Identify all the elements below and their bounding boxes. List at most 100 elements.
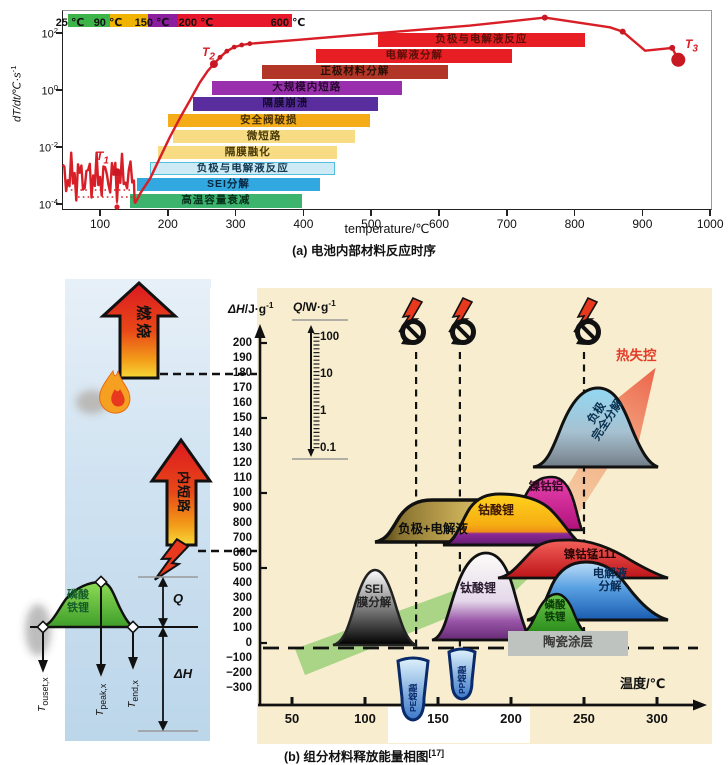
no-trigger-icon-135C bbox=[399, 298, 424, 345]
panel-b-caption: (b) 组分材料释放能量相图[17] bbox=[284, 747, 444, 764]
rate-curve-layer bbox=[61, 14, 686, 210]
lfp-peak-label: 磷酸 铁锂 bbox=[544, 599, 566, 624]
dh-tick-label-17: 300 bbox=[232, 591, 252, 604]
diamond-markers bbox=[36, 575, 140, 634]
dh-tick-label-9: 110 bbox=[233, 471, 252, 484]
pp-melt-label: PP熔融 bbox=[457, 665, 467, 694]
legend-temp-label-1: 90 ℃ bbox=[93, 17, 123, 29]
dh-tick-label-19: 100 bbox=[232, 621, 252, 634]
curve-dot bbox=[247, 41, 253, 47]
x-tick-label: 300 bbox=[225, 217, 246, 231]
no-trigger-icon-165C bbox=[449, 298, 474, 345]
dh-tick-label-16: 400 bbox=[232, 576, 252, 589]
y-tick-label: 102 bbox=[41, 26, 58, 41]
dh-tick-label-5: 150 bbox=[232, 411, 252, 424]
reaction-bar-10: 高温容量衰减 bbox=[129, 194, 303, 208]
panel-b-x-tick-label: 250 bbox=[573, 711, 595, 726]
anode-electrolyte-label: 负极+电解液 bbox=[398, 522, 468, 536]
panel-a-caption: (a) 电池内部材料反应时序 bbox=[292, 244, 436, 258]
panel-b-x-axis bbox=[258, 699, 707, 711]
legend-temp-label-0: 25 ℃ bbox=[55, 17, 85, 29]
q-double-arrow bbox=[158, 576, 168, 629]
lightning-bolt-icon bbox=[154, 537, 190, 581]
curve-dot bbox=[619, 28, 626, 35]
panel-b-x-tick-label: 100 bbox=[354, 711, 376, 726]
internal-short-arrow bbox=[149, 437, 213, 547]
dh-tick-label-11: 900 bbox=[232, 501, 252, 514]
x-tick-label: 100 bbox=[89, 217, 111, 231]
curve-dot bbox=[231, 44, 237, 50]
flame-icon-inner bbox=[111, 389, 125, 407]
electrolyte-decomposition-label: 电解液 分解 bbox=[592, 568, 628, 594]
x-tick-label: 900 bbox=[632, 217, 653, 231]
panel-a-x-axis-title: temperature/℃ bbox=[344, 222, 430, 236]
peak-lco bbox=[442, 492, 587, 547]
x-tick bbox=[302, 210, 305, 216]
dh-tick-labels: 200 190 180 170 160 150 140 130 120 110 100 900 800 7… bbox=[210, 336, 252, 696]
ceramic-coating-label: 陶瓷涂层 bbox=[542, 635, 593, 649]
reaction-bar-8: 负极与电解液反应 bbox=[150, 161, 336, 176]
q-tick-label-0: 100 bbox=[320, 331, 340, 343]
shadow-blob bbox=[25, 604, 51, 656]
x-tick bbox=[506, 210, 508, 216]
curve-dot bbox=[541, 14, 548, 21]
x-tick bbox=[709, 210, 711, 216]
curve-dot bbox=[113, 168, 121, 177]
x-tick-label: 200 bbox=[157, 217, 178, 231]
peak-nmc bbox=[497, 538, 669, 580]
q-axis-title: Q/W·g-1 bbox=[293, 298, 336, 314]
peak-sei bbox=[332, 568, 417, 647]
dashed-connectors bbox=[160, 372, 257, 553]
thermal-runaway-label: 热失控 bbox=[616, 348, 657, 363]
dh-tick-label-13: 700 bbox=[232, 531, 252, 544]
peak-lfp bbox=[521, 592, 591, 635]
q-axis-inset bbox=[292, 319, 348, 460]
t3-marker-label: T3 bbox=[685, 37, 698, 55]
panel-b-x-tick-label: 300 bbox=[646, 711, 668, 726]
panel-b-x-tick-label: 150 bbox=[427, 711, 449, 726]
reaction-bar-7: 隔膜融化 bbox=[158, 145, 338, 160]
nmc-label: 镍钴锰111 bbox=[563, 549, 617, 561]
y-tick-label: 10-4 bbox=[38, 197, 58, 212]
panel-b-x-tick-label: 200 bbox=[500, 711, 522, 726]
sei-peak-label: SEI 膜分解 bbox=[356, 584, 392, 610]
dh-axis-title: ΔH/J·g-1 bbox=[228, 300, 274, 316]
dh-axis bbox=[254, 324, 267, 705]
panel-b-x-tick-label: 50 bbox=[284, 711, 300, 726]
panel-b-x-axis-title: 温度/℃ bbox=[620, 676, 666, 691]
y-tick bbox=[56, 146, 62, 148]
internal-short-label: 内短路 bbox=[176, 471, 192, 514]
pe-melt-icicle bbox=[396, 656, 430, 722]
pe-melt-label: PE熔融 bbox=[408, 683, 418, 712]
reaction-bar-1: 电解液分解 bbox=[316, 49, 513, 63]
reaction-bar-3: 大规模内短路 bbox=[211, 81, 402, 95]
rate-curve bbox=[61, 16, 680, 204]
peak-anode-full-decomposition bbox=[532, 386, 659, 469]
pp-melt-icicle bbox=[447, 647, 477, 701]
legend-color-segment-2 bbox=[148, 14, 178, 27]
panel-b-axis-label-column bbox=[210, 288, 257, 744]
x-tick-label: 800 bbox=[564, 217, 585, 231]
dh-tick-label-20: 0 bbox=[245, 636, 252, 649]
reaction-bar-6: 微短路 bbox=[173, 129, 355, 144]
t-onset-label: Touset,x bbox=[36, 677, 51, 712]
reaction-bar-0: 负极与电解液反应 bbox=[377, 33, 585, 47]
dh-tick-label-18: 200 bbox=[232, 606, 252, 619]
y-tick-label: 10-2 bbox=[38, 140, 58, 155]
dh-tick-label-7: 130 bbox=[232, 441, 252, 454]
panel-b-x-ticks bbox=[290, 697, 659, 705]
dh-tick-label-15: 500 bbox=[232, 561, 252, 574]
t2-marker-label: T2 bbox=[202, 45, 215, 63]
dh-measure-label: ΔH bbox=[174, 666, 193, 681]
reaction-bar-5: 安全阀破损 bbox=[167, 113, 370, 127]
dh-tick-label-8: 120 bbox=[232, 456, 252, 469]
reaction-bar-4: 隔膜崩溃 bbox=[192, 97, 378, 111]
t1-marker-label: T1 bbox=[96, 149, 109, 167]
dh-tick-label-1: 190 bbox=[232, 351, 252, 364]
x-tick-label: 400 bbox=[293, 217, 314, 231]
t-end-label: Tend,x bbox=[126, 680, 141, 708]
no-trigger-icon-250C bbox=[574, 298, 599, 345]
x-tick-label: 600 bbox=[428, 217, 450, 231]
dh-tick-label-22: −200 bbox=[226, 666, 252, 679]
legend-color-segment-0 bbox=[68, 14, 110, 27]
